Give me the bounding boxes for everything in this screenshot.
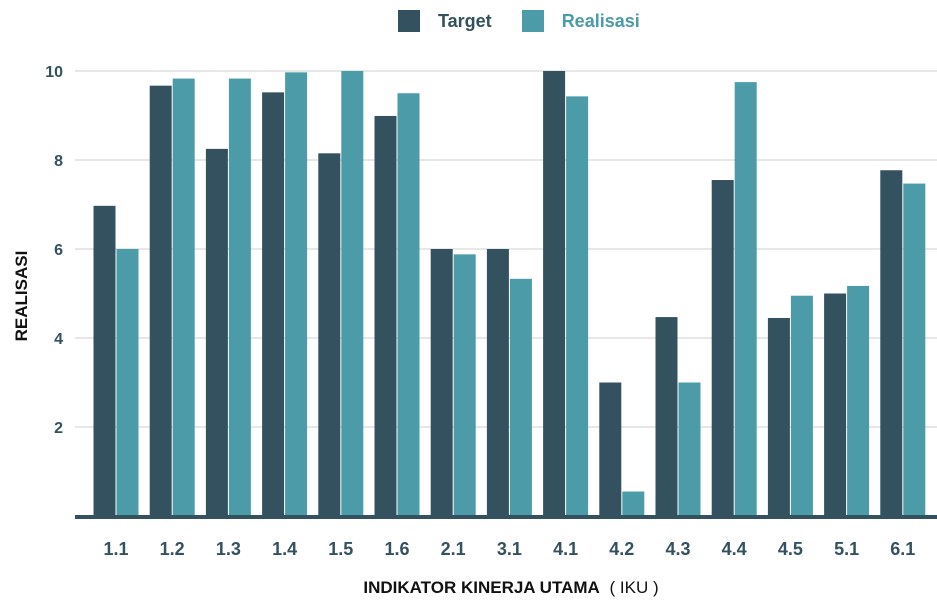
bar-target-1.2 xyxy=(149,85,172,516)
x-tick-label: 2.1 xyxy=(441,539,466,559)
bar-realisasi-2.1 xyxy=(453,254,476,516)
legend-label-target: Target xyxy=(438,10,492,31)
bar-realisasi-4.2 xyxy=(622,491,645,516)
x-axis-label: INDIKATOR KINERJA UTAMA ( IKU ) xyxy=(363,578,658,597)
legend: Target Realisasi xyxy=(398,10,670,32)
bar-realisasi-4.5 xyxy=(790,295,813,516)
x-axis-label-unit: ( IKU ) xyxy=(610,578,659,597)
y-axis-label: REALISASI xyxy=(12,251,31,342)
y-tick-label: 2 xyxy=(54,420,63,437)
bar-realisasi-5.1 xyxy=(847,285,870,516)
bar-target-4.5 xyxy=(767,317,790,516)
x-tick-label: 3.1 xyxy=(497,539,522,559)
bar-realisasi-3.1 xyxy=(509,278,532,516)
y-tick-labels: 2 4 6 8 10 xyxy=(45,64,63,437)
bar-target-1.4 xyxy=(262,92,285,517)
bar-target-4.2 xyxy=(599,382,622,516)
x-tick-label: 1.1 xyxy=(103,539,128,559)
bar-target-3.1 xyxy=(486,249,509,516)
x-tick-label: 1.4 xyxy=(272,539,297,559)
bar-target-1.6 xyxy=(374,115,397,516)
legend-swatch-realisasi xyxy=(521,10,544,32)
y-tick-label: 6 xyxy=(54,242,63,259)
x-tick-label: 1.2 xyxy=(160,539,185,559)
bar-target-4.1 xyxy=(543,71,566,516)
bar-realisasi-6.1 xyxy=(903,183,926,516)
x-tick-label: 1.3 xyxy=(216,539,241,559)
legend-swatch-target xyxy=(398,10,420,32)
x-tick-label: 1.6 xyxy=(384,539,409,559)
bar-realisasi-1.6 xyxy=(397,93,420,516)
y-tick-label: 4 xyxy=(54,331,63,348)
x-axis-label-main: INDIKATOR KINERJA UTAMA xyxy=(363,578,599,597)
bar-realisasi-1.2 xyxy=(172,78,195,516)
bar-target-5.1 xyxy=(824,293,847,516)
x-tick-label: 4.5 xyxy=(778,539,803,559)
x-tick-label: 4.2 xyxy=(609,539,634,559)
legend-label-realisasi: Realisasi xyxy=(561,10,640,31)
bar-target-6.1 xyxy=(880,170,903,517)
bar-target-2.1 xyxy=(430,249,453,516)
bar-realisasi-4.3 xyxy=(678,382,701,516)
bars xyxy=(93,71,926,517)
x-tick-label: 1.5 xyxy=(328,539,353,559)
bar-realisasi-1.4 xyxy=(285,72,308,517)
x-tick-label: 4.3 xyxy=(665,539,690,559)
x-tick-label: 4.1 xyxy=(553,539,578,559)
bar-target-1.3 xyxy=(205,148,228,516)
bar-target-4.3 xyxy=(655,317,678,516)
bar-realisasi-1.1 xyxy=(116,249,139,516)
legend-item-target: Target xyxy=(398,10,492,32)
y-tick-label: 10 xyxy=(45,64,63,81)
x-tick-label: 6.1 xyxy=(890,539,915,559)
bar-realisasi-1.3 xyxy=(228,78,251,516)
bar-realisasi-4.4 xyxy=(734,82,757,516)
x-tick-label: 5.1 xyxy=(834,539,859,559)
legend-item-realisasi: Realisasi xyxy=(521,10,640,32)
bar-target-1.5 xyxy=(318,153,341,516)
x-tick-labels: 1.1 1.2 1.3 1.4 1.5 1.6 2.1 3.1 4.1 4.2 4.3 4.4 4.5 5… xyxy=(103,539,915,559)
bar-realisasi-4.1 xyxy=(566,96,589,517)
y-tick-label: 8 xyxy=(54,153,63,170)
bar-realisasi-1.5 xyxy=(341,71,364,516)
x-tick-label: 4.4 xyxy=(722,539,747,559)
bar-target-4.4 xyxy=(711,180,734,516)
bar-target-1.1 xyxy=(93,205,116,516)
